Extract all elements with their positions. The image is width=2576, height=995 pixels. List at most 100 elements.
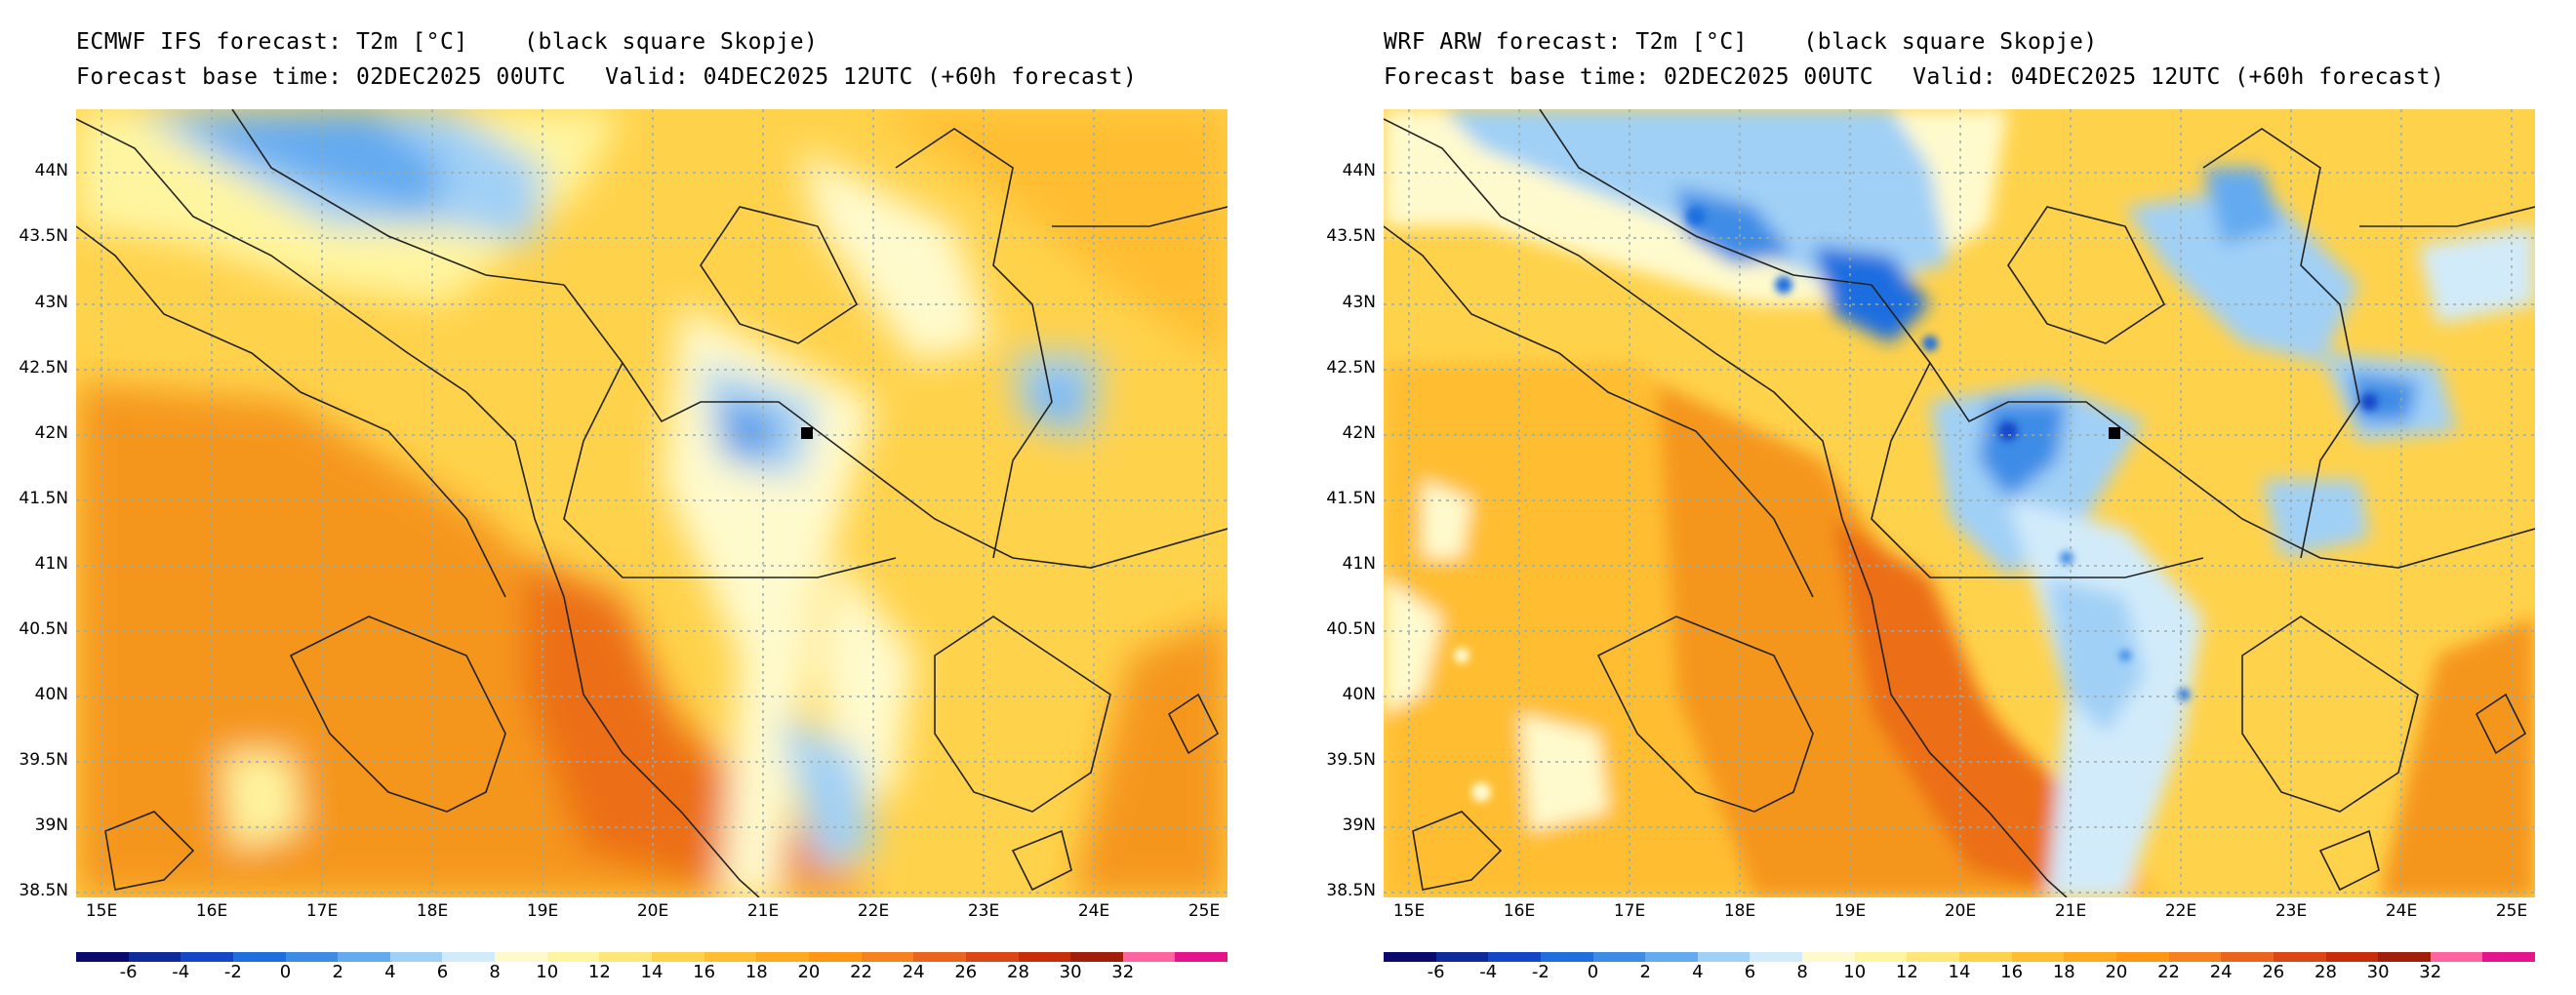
colorbar-label: 26 (954, 962, 978, 982)
lat-label: 39N (34, 816, 68, 835)
colorbar-label: 12 (587, 962, 611, 982)
colorbar-segment (652, 952, 704, 962)
lon-label: 21E (746, 901, 780, 921)
graticule (1384, 109, 2535, 897)
colorbar-label: 26 (2262, 962, 2285, 982)
colorbar-segment (2011, 952, 2065, 962)
colorbar-segment (1802, 952, 1855, 962)
colorbar-segment (285, 952, 339, 962)
lon-label: 19E (1833, 901, 1867, 921)
colorbar-label: 22 (850, 962, 872, 982)
colorbar-segment (338, 952, 390, 962)
colorbar-segment (1488, 952, 1541, 962)
colorbar-label: 10 (536, 962, 559, 982)
colorbar-segment (2273, 952, 2326, 962)
colorbar-label: -4 (172, 962, 190, 982)
lat-label: 42N (1342, 423, 1376, 443)
wrf-panel: WRF ARW forecast: T2m [°C] (black square… (1308, 0, 2576, 995)
colorbar-label: 32 (2419, 962, 2442, 982)
coastlines-and-borders (1384, 109, 2535, 897)
ecmwf-panel: ECMWF IFS forecast: T2m [°C] (black squa… (0, 0, 1278, 995)
lat-label: 44N (1342, 161, 1376, 180)
lon-label: 21E (2054, 901, 2087, 921)
lon-label: 20E (1944, 901, 1977, 921)
valid-time: Valid: 04DEC2025 12UTC (+60h forecast) (1912, 64, 2445, 90)
colorbar-label: 28 (2314, 962, 2337, 982)
colorbar-label: 32 (1111, 962, 1135, 982)
colorbar-segment (1435, 952, 1489, 962)
colorbar-segment (1070, 952, 1123, 962)
colorbar-segment (1384, 952, 1436, 962)
temperature-map[interactable] (76, 109, 1228, 897)
lat-label: 40N (1342, 685, 1376, 704)
colorbar-segment (546, 952, 600, 962)
colorbar-segment (1907, 952, 1960, 962)
panel-title: WRF ARW forecast: T2m [°C] (black square… (1384, 29, 2098, 55)
colorbar-segment (965, 952, 1019, 962)
colorbar-label: 12 (1895, 962, 1918, 982)
lon-label: 17E (1613, 901, 1646, 921)
lon-label: 24E (2385, 901, 2418, 921)
base-time: Forecast base time: 02DEC2025 00UTC (76, 64, 567, 90)
colorbar-segment (1645, 952, 1698, 962)
panel-subtitle: Forecast base time: 02DEC2025 00UTC Valid… (76, 64, 1137, 90)
map-canvas (1384, 109, 2535, 897)
colorbar-segment (1175, 952, 1228, 962)
lat-label: 39.5N (19, 750, 68, 770)
colorbar-label: 14 (640, 962, 664, 982)
colorbar-segment (2064, 952, 2116, 962)
colorbar-segment (2168, 952, 2222, 962)
colorbar-segment (756, 952, 809, 962)
colorbar-label: 24 (902, 962, 925, 982)
lat-label: 40N (34, 685, 68, 704)
lon-label: 23E (967, 901, 1000, 921)
colorbar-segment (232, 952, 286, 962)
lon-label: 25E (2495, 901, 2528, 921)
colorbar-label: -2 (223, 962, 242, 982)
lon-label: 23E (2274, 901, 2308, 921)
colorbar-label: 0 (279, 962, 292, 982)
colorbar-label: 20 (2105, 962, 2128, 982)
temperature-field (76, 109, 1228, 897)
lon-label: 16E (195, 901, 228, 921)
colorbar-label: 16 (2000, 962, 2024, 982)
lon-label: 17E (305, 901, 339, 921)
colorbar-label: 16 (693, 962, 716, 982)
coastlines-and-borders (76, 109, 1228, 897)
panel-title: ECMWF IFS forecast: T2m [°C] (black squa… (76, 29, 819, 55)
lat-label: 39N (1342, 816, 1376, 835)
colorbar-label: 30 (1059, 962, 1082, 982)
colorbar-label: 4 (384, 962, 396, 982)
colorbar-segment (1750, 952, 1803, 962)
colorbar-segment (2115, 952, 2169, 962)
colorbar-segment (913, 952, 966, 962)
lat-label: 43.5N (19, 226, 68, 246)
panel-subtitle: Forecast base time: 02DEC2025 00UTC Valid… (1384, 64, 2444, 90)
lon-label: 16E (1503, 901, 1536, 921)
lat-label: 43.5N (1326, 226, 1376, 246)
colorbar-label: 28 (1007, 962, 1029, 982)
lat-label: 44N (34, 161, 68, 180)
lon-label: 18E (1723, 901, 1756, 921)
lat-label: 41.5N (19, 489, 68, 508)
colorbar-label: 8 (489, 962, 501, 982)
colorbar-label: 30 (2366, 962, 2390, 982)
colorbar-segment (1122, 952, 1176, 962)
lon-label: 22E (857, 901, 890, 921)
temperature-map[interactable] (1384, 109, 2535, 897)
colorbar-segment (861, 952, 914, 962)
colorbar-segment (808, 952, 862, 962)
colorbar-segment (704, 952, 757, 962)
lon-label: 25E (1187, 901, 1221, 921)
colorbar (1384, 952, 2536, 962)
colorbar-segment (1854, 952, 1908, 962)
colorbar-label: 18 (745, 962, 768, 982)
colorbar-label: 6 (1744, 962, 1756, 982)
colorbar-segment (1592, 952, 1646, 962)
lon-label: 24E (1077, 901, 1110, 921)
lat-label: 41N (1342, 554, 1376, 574)
skopje-marker (801, 427, 813, 439)
colorbar-label: 24 (2209, 962, 2233, 982)
valid-time: Valid: 04DEC2025 12UTC (+60h forecast) (605, 64, 1138, 90)
colorbar-segment (1697, 952, 1751, 962)
